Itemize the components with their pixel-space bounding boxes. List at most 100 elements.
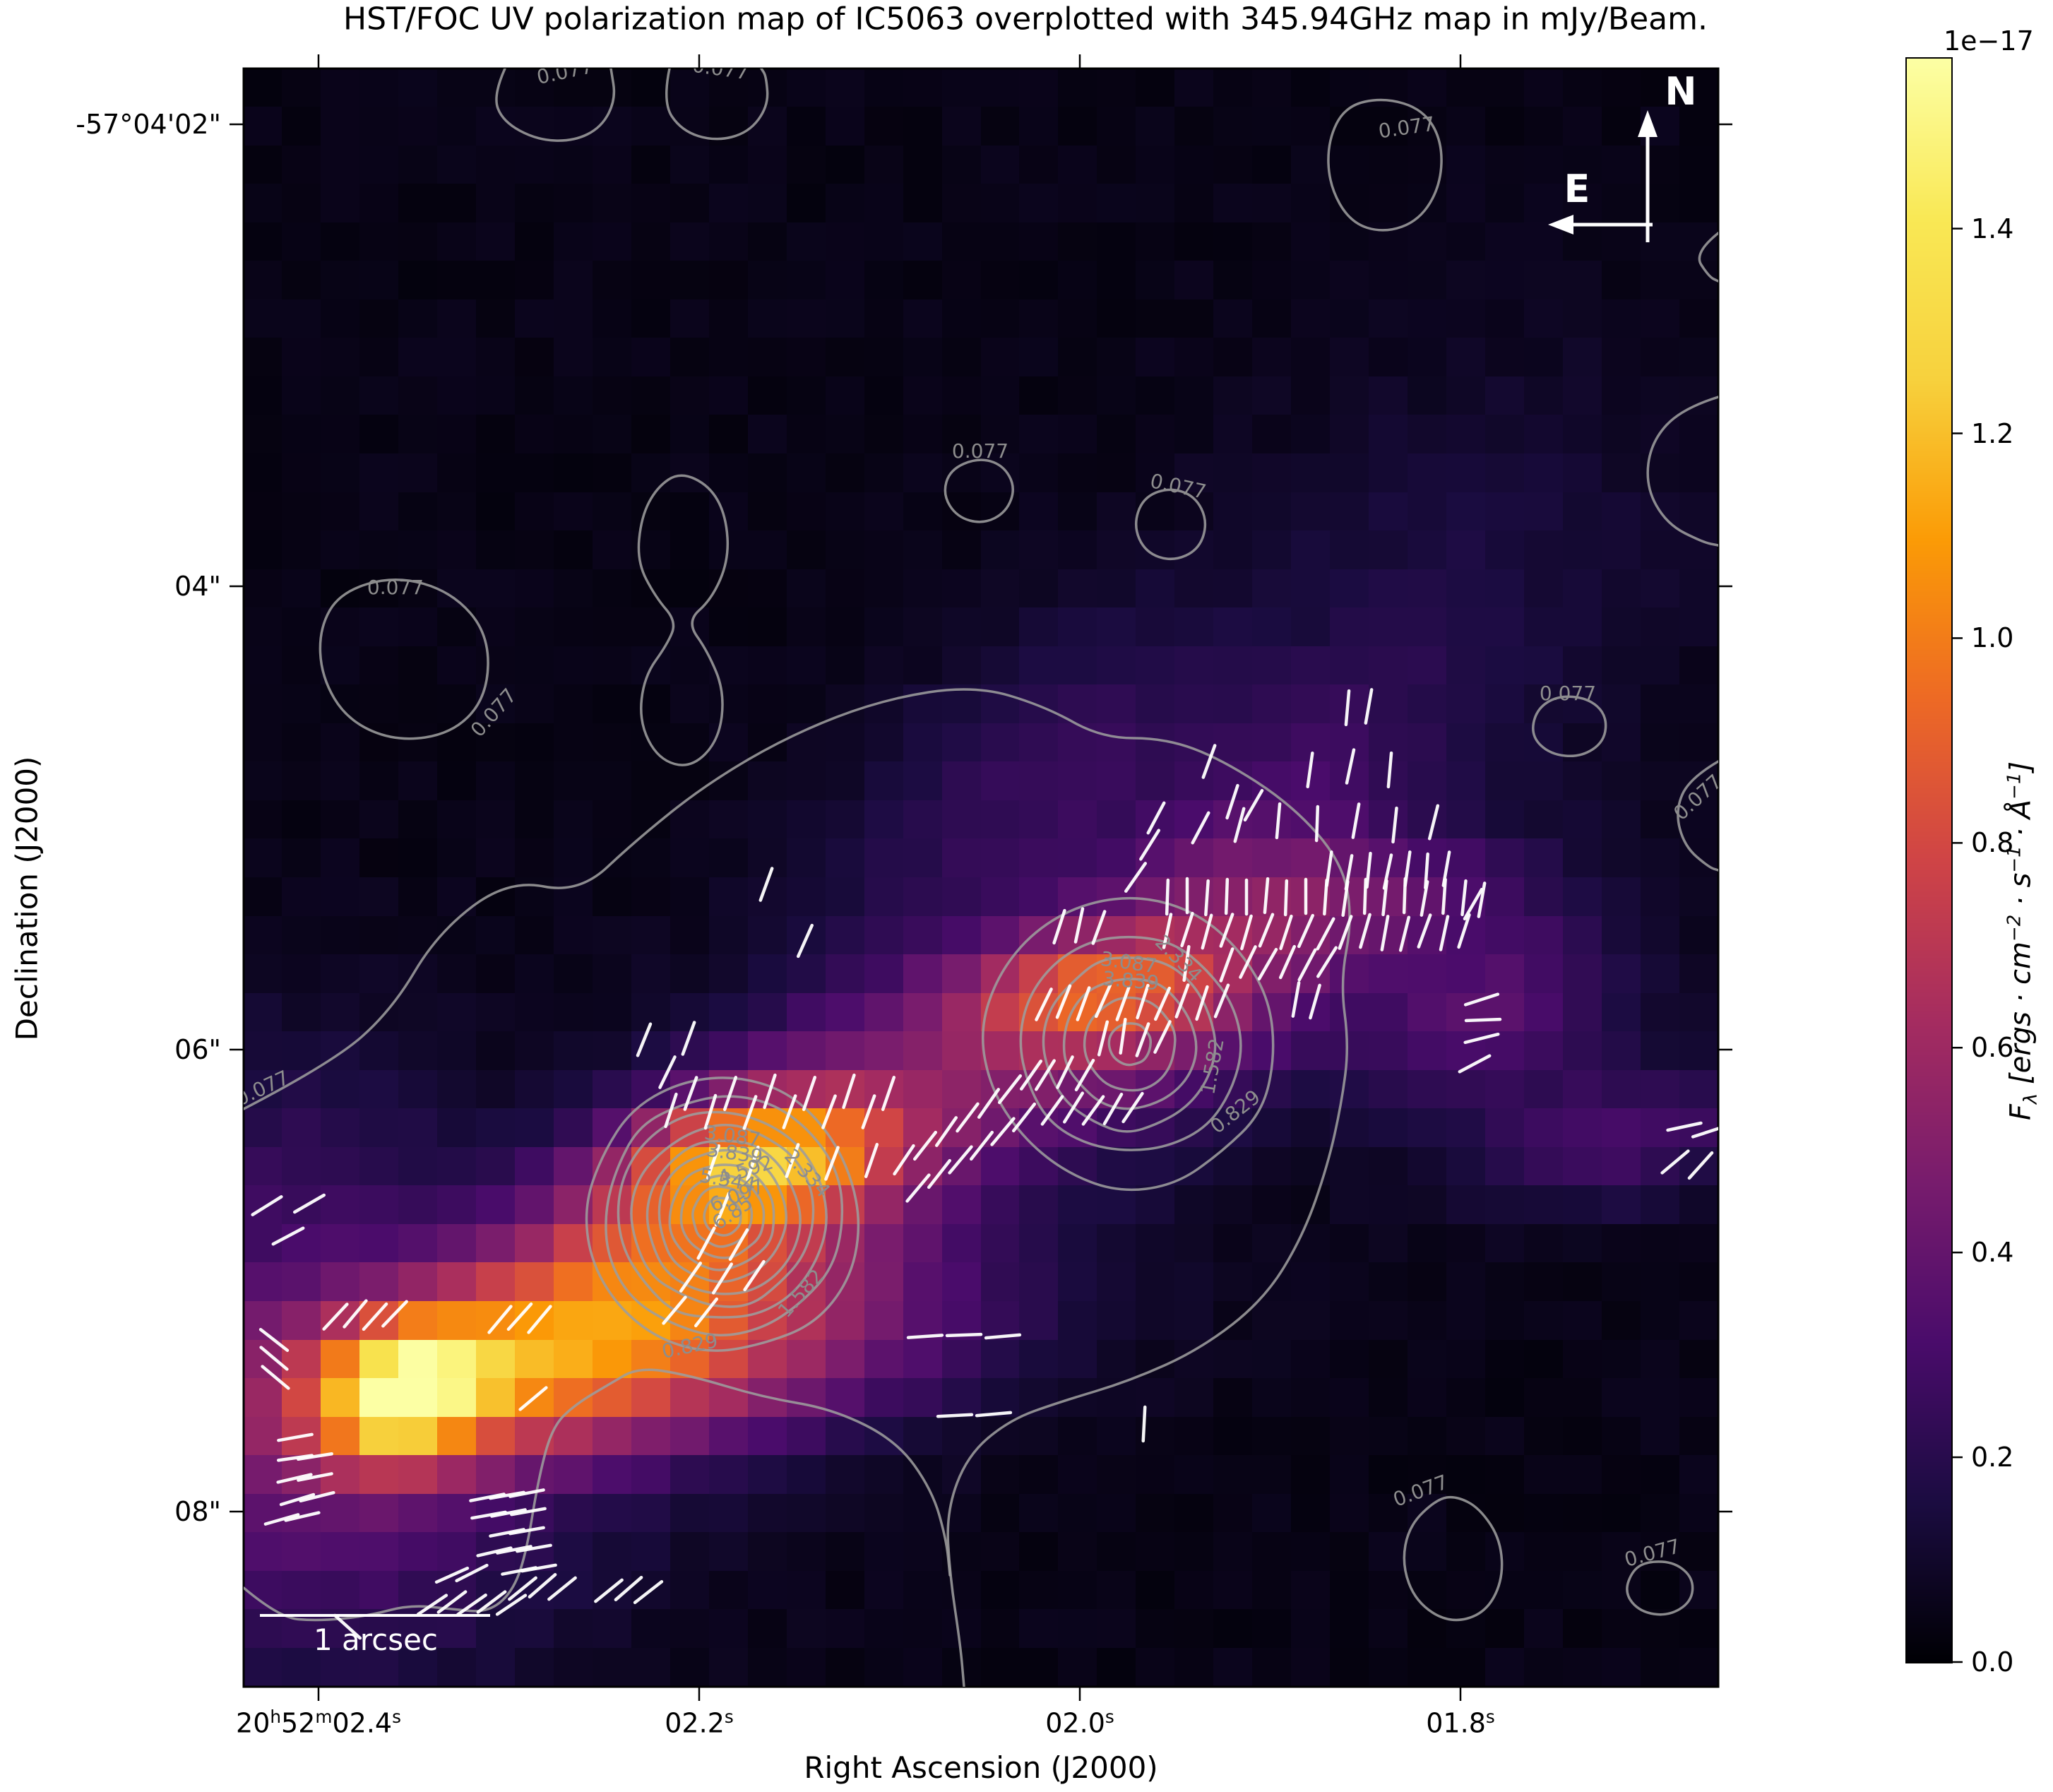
polarization-vector xyxy=(969,1130,994,1161)
polarization-vector xyxy=(997,1074,1023,1105)
polarization-vector xyxy=(506,1302,533,1331)
polarization-vector xyxy=(1391,806,1398,844)
x-tick-label-0: 20h52m02.4s xyxy=(236,1707,401,1739)
polarization-vector xyxy=(984,1333,1022,1340)
polarization-vector xyxy=(679,1262,703,1293)
polarization-vector xyxy=(1364,688,1374,725)
polarization-vector xyxy=(490,1508,527,1518)
polarization-vector xyxy=(864,1143,879,1178)
contour-ring-0-5 xyxy=(657,1149,788,1283)
y-axis-label: Declination (J2000) xyxy=(9,756,44,1041)
polarization-vector xyxy=(436,1590,468,1614)
polarization-vector xyxy=(1463,887,1484,921)
contour-open-4 xyxy=(1677,760,1718,872)
plot-border xyxy=(242,67,1720,1688)
polarization-vector xyxy=(1076,986,1091,1021)
polarization-vector xyxy=(1463,1032,1500,1045)
polarization-vector xyxy=(1345,748,1356,785)
north-arrow-head xyxy=(1638,110,1658,137)
y-tick-label-1: 04" xyxy=(174,571,221,602)
contour-blob-6 xyxy=(1403,1495,1504,1622)
polarization-vector xyxy=(1257,947,1278,981)
polarization-vector xyxy=(706,1144,721,1180)
contour-ring-1-0 xyxy=(982,896,1275,1192)
polarization-vector xyxy=(1073,907,1085,944)
polarization-vector xyxy=(1417,913,1432,949)
colorbar-tick-label-3: 0.6 xyxy=(1971,1032,2014,1064)
polarization-vector xyxy=(1225,783,1239,820)
polarization-vector xyxy=(258,1327,290,1353)
y-tick-label-3: 08" xyxy=(174,1496,221,1527)
polarization-vector xyxy=(990,1117,1016,1146)
contour-ring-0-8 xyxy=(691,1185,754,1248)
scale-bar-label: 1 arcsec xyxy=(314,1622,438,1657)
contour-label: 0.077 xyxy=(1148,469,1208,504)
polarization-vector xyxy=(1102,1092,1124,1126)
polarization-vector xyxy=(333,1613,362,1640)
polarization-vector xyxy=(1381,879,1388,917)
polarization-vector xyxy=(1460,879,1468,917)
polarization-vector xyxy=(614,1576,643,1601)
polarization-vector xyxy=(1297,913,1315,949)
contour-open-1 xyxy=(244,1368,951,1622)
polarization-vector xyxy=(1457,913,1471,949)
polarization-vector xyxy=(1323,878,1328,916)
polarization-vector xyxy=(1056,1055,1074,1089)
contour-label: 0.829 xyxy=(660,1329,720,1363)
polarization-vector xyxy=(763,1073,777,1110)
polarization-vector xyxy=(802,1076,817,1111)
polarization-vector xyxy=(297,1472,333,1482)
polarization-vector xyxy=(633,1579,664,1605)
polarization-vector xyxy=(1420,880,1429,917)
contour-ring-1-3 xyxy=(1062,978,1198,1110)
polarization-vector xyxy=(977,1088,1001,1119)
contour-label: 0.077 xyxy=(232,1066,293,1111)
polarization-vector xyxy=(1477,882,1487,918)
polarization-vector xyxy=(1040,1095,1064,1126)
polarization-vector xyxy=(1314,805,1320,843)
polarization-vector xyxy=(1297,948,1317,982)
polarization-vector xyxy=(1309,983,1321,1020)
contour-open-2 xyxy=(495,69,616,142)
polarization-vector xyxy=(1097,1020,1109,1057)
polarization-vector xyxy=(277,1432,314,1442)
contour-ring-0-2 xyxy=(617,1110,828,1319)
colorbar-tick-label-1: 0.2 xyxy=(1971,1442,2014,1473)
polarization-vector xyxy=(1660,1149,1690,1175)
polarization-vector xyxy=(662,1295,687,1325)
polarization-vector xyxy=(1386,751,1393,789)
polarization-vector xyxy=(1119,1017,1127,1055)
polarization-vector xyxy=(1055,984,1072,1019)
north-label: N xyxy=(1665,69,1696,114)
colorbar-tick-label-4: 0.8 xyxy=(1971,827,2014,859)
east-arrow-head xyxy=(1548,215,1573,235)
polarization-vector xyxy=(276,1473,313,1484)
polarization-vector xyxy=(1135,1022,1150,1057)
polarization-vector xyxy=(1338,915,1353,950)
polarization-vector xyxy=(1316,917,1335,951)
polarization-vector xyxy=(1351,802,1361,839)
polarization-vector xyxy=(1344,689,1351,727)
contour-label: 3.839 xyxy=(1102,967,1160,995)
polarization-vector xyxy=(455,1563,489,1583)
polarization-vector xyxy=(1019,1060,1043,1091)
contour-ring-1-4 xyxy=(1083,996,1177,1092)
polarization-vector xyxy=(343,1299,368,1329)
polarization-vector xyxy=(1174,983,1190,1019)
colorbar-tick-label-0: 0.0 xyxy=(1971,1646,2014,1678)
polarization-vector xyxy=(271,1226,305,1246)
polarization-vector xyxy=(1427,804,1440,841)
y-tick-label-2: 06" xyxy=(174,1034,221,1065)
polarization-vector xyxy=(683,1076,698,1111)
polarization-vector xyxy=(658,1055,677,1089)
contour-level-labels: 0.077 0.077 0.077 0.077 0.077 0.077 0.077 0.077… xyxy=(232,69,1718,1572)
x-tick-label-3: 01.8s xyxy=(1426,1707,1495,1739)
colorbar-tick-label-5: 1.0 xyxy=(1971,622,2014,654)
x-tick-label-1: 02.2s xyxy=(665,1707,734,1739)
polarization-vector xyxy=(1463,992,1500,1007)
polarization-vector xyxy=(251,1195,283,1216)
y-tick-label-0: -57°04'02" xyxy=(76,109,221,140)
polarization-vector xyxy=(1291,981,1301,1018)
